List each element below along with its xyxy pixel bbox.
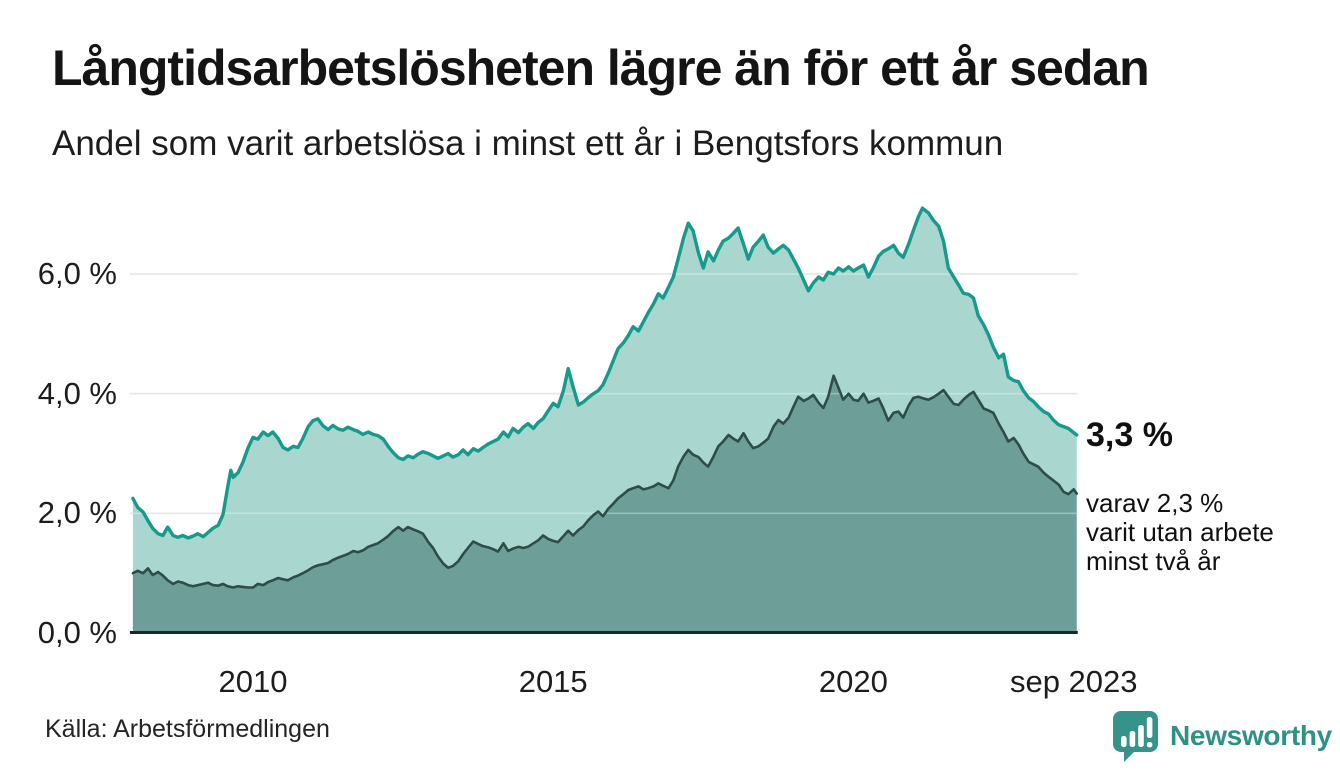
y-axis-tick-label: 4,0 % [37, 375, 117, 411]
page-subtitle: Andel som varit arbetslösa i minst ett å… [52, 124, 1004, 163]
brand-logo: Newsworthy [1112, 708, 1332, 764]
end-value-label: 3,3 % [1086, 416, 1173, 454]
series-line-min-two-years [131, 374, 1078, 589]
x-axis-tick-label: sep 2023 [1009, 664, 1138, 699]
y-axis-tick-label: 2,0 % [37, 495, 117, 531]
end-detail-line: minst två år [1086, 546, 1221, 576]
x-axis-tick-label: 2015 [518, 664, 588, 699]
end-detail-annotation: varav 2,3 % varit utan arbete minst två … [1086, 489, 1274, 576]
end-detail-line: varit utan arbete [1086, 517, 1274, 547]
newsworthy-bubble-chart-icon [1113, 711, 1158, 762]
brand-wordmark: Newsworthy [1170, 720, 1332, 751]
y-axis-tick-label: 0,0 % [37, 615, 117, 650]
series-area-min-two-years [132, 375, 1077, 633]
series-line-min-one-year [131, 206, 1079, 540]
x-axis-tick-label: 2010 [218, 664, 288, 699]
source-attribution: Källa: Arbetsförmedlingen [45, 715, 330, 743]
end-detail-line: varav 2,3 % [1086, 488, 1224, 518]
page-title: Långtidsarbetslösheten lägre än för ett … [52, 40, 1150, 96]
y-axis-tick-label: 6,0 % [37, 256, 117, 292]
x-axis-tick-label: 2020 [818, 664, 888, 699]
